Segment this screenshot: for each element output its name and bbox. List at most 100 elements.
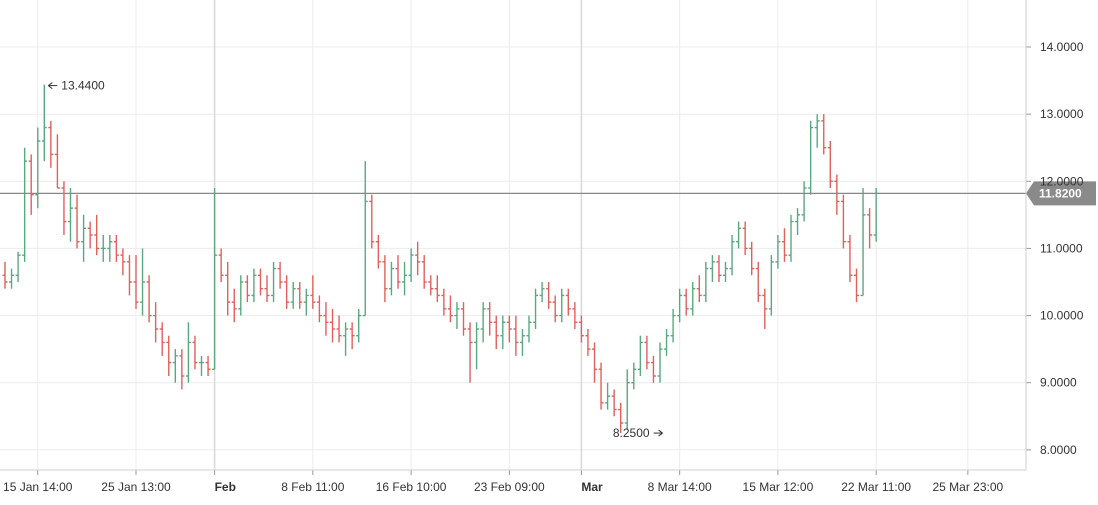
ohlc-bar <box>821 114 827 155</box>
x-tick-label: Feb <box>215 480 236 494</box>
ohlc-bar <box>428 275 434 296</box>
ohlc-bar <box>205 355 211 376</box>
ohlc-bar <box>9 268 15 289</box>
ohlc-bar <box>74 194 80 249</box>
ohlc-bar <box>788 214 794 262</box>
ohlc-bar <box>434 275 440 303</box>
ohlc-bar <box>716 255 722 282</box>
ohlc-bar <box>447 295 453 323</box>
ohlc-bar <box>238 275 244 316</box>
ohlc-bar <box>303 288 309 316</box>
ohlc-bar <box>87 221 93 249</box>
ohlc-bar <box>349 322 355 350</box>
x-tick-label: 22 Mar 11:00 <box>841 480 911 494</box>
ohlc-bar <box>650 355 656 383</box>
ohlc-bar <box>781 228 787 262</box>
ohlc-bar <box>330 308 335 343</box>
ohlc-bar <box>847 235 853 282</box>
low-annotation: 8.2500 <box>613 426 663 440</box>
ohlc-bar <box>533 288 539 329</box>
ohlc-bar <box>618 402 624 434</box>
x-tick-label: 8 Mar 14:00 <box>648 480 712 494</box>
ohlc-bar <box>578 315 584 343</box>
high-annotation: 13.4400 <box>48 79 105 93</box>
ohlc-bar <box>624 369 630 430</box>
ohlc-bar <box>185 322 191 383</box>
y-tick-label: 10.0000 <box>1040 309 1084 323</box>
ohlc-bar <box>336 315 342 343</box>
y-tick-label: 14.0000 <box>1040 40 1084 54</box>
ohlc-bar <box>146 275 152 323</box>
ohlc-bar <box>814 114 820 148</box>
ohlc-bar <box>775 235 781 269</box>
ohlc-bar <box>284 275 290 309</box>
ohlc-bar <box>81 214 87 262</box>
ohlc-bar <box>54 134 60 189</box>
ohlc-bar <box>166 335 172 376</box>
ohlc-bar <box>251 268 257 303</box>
x-tick-label: 15 Jan 14:00 <box>3 480 73 494</box>
ohlc-bar <box>592 342 597 383</box>
ohlc-bar <box>723 261 728 282</box>
ohlc-bar <box>670 308 676 343</box>
ohlc-bar <box>231 288 237 323</box>
low-annotation-label: 8.2500 <box>613 426 650 440</box>
bars-layer <box>2 84 879 434</box>
ohlc-bar <box>159 322 165 356</box>
ohlc-bar <box>126 255 132 296</box>
ohlc-bar <box>709 255 715 282</box>
ohlc-bar <box>749 241 755 276</box>
y-tick-label: 12.0000 <box>1040 174 1084 188</box>
ohlc-bar <box>107 235 113 262</box>
ohlc-bar <box>192 335 198 370</box>
ohlc-bar <box>683 288 689 316</box>
ohlc-bar <box>480 302 486 343</box>
ohlc-bar <box>402 261 408 296</box>
ohlc-bar <box>277 261 283 289</box>
x-tick-label: 16 Feb 10:00 <box>376 480 447 494</box>
overlay-layer: 11.8200 13.4400 8.2500 <box>0 79 1096 440</box>
ohlc-bar <box>2 261 8 289</box>
ohlc-bar <box>257 268 263 296</box>
current-price-label: 11.8200 <box>1039 186 1082 200</box>
ohlc-bar <box>519 329 525 356</box>
ohlc-bar <box>585 329 591 356</box>
y-tick-label: 8.0000 <box>1040 443 1077 457</box>
ohlc-bar <box>644 335 650 370</box>
ohlc-bar <box>762 288 768 329</box>
ohlc-bar <box>199 355 204 376</box>
ohlc-bar <box>487 302 493 336</box>
ohlc-bar <box>28 154 34 215</box>
ohlc-bar <box>808 120 814 195</box>
ohlc-bar <box>729 235 735 276</box>
ohlc-bar <box>474 322 480 370</box>
axis-layer: 8.0000 9.0000 10.0000 11.0000 12.0000 13.0000… <box>0 0 1084 494</box>
y-tick-label: 13.0000 <box>1040 107 1084 121</box>
ohlc-bar <box>664 329 670 356</box>
ohlc-bar <box>172 349 178 383</box>
ohlc-bar <box>343 322 349 356</box>
ohlc-bar <box>41 84 47 162</box>
ohlc-bar <box>854 268 859 303</box>
ohlc-bar <box>113 235 119 262</box>
current-price-badge <box>1026 181 1096 206</box>
ohlc-bar <box>316 295 322 323</box>
ohlc-bar <box>755 261 761 303</box>
ohlc-bar <box>225 261 231 316</box>
ohlc-bar <box>565 288 571 316</box>
ohlc-bar <box>631 362 637 390</box>
ohlc-bar <box>598 362 604 410</box>
ohlc-bar <box>546 282 552 309</box>
ohlc-bar <box>153 302 159 343</box>
ohlc-bar <box>264 275 270 303</box>
ohlc-bar <box>552 295 558 323</box>
ohlc-bar <box>827 141 833 188</box>
ohlc-bar <box>290 282 296 309</box>
ohlc-bar <box>297 282 303 309</box>
ohlc-bar <box>493 315 499 350</box>
x-tick-label: Mar <box>581 480 603 494</box>
ohlc-bar <box>736 221 742 249</box>
ohlc-bar <box>15 251 21 282</box>
ohlc-bar <box>133 255 139 309</box>
